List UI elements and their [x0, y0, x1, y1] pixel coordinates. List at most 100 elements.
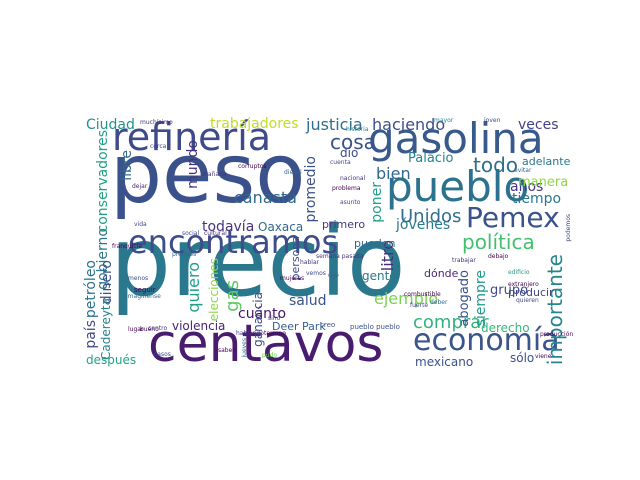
cloud-word: hablar [300, 259, 320, 266]
cloud-word: salud [289, 293, 327, 309]
cloud-word: precio [110, 206, 406, 318]
cloud-word: refinería [112, 115, 272, 159]
cloud-word: premios [172, 251, 197, 258]
cloud-word: terreno [264, 330, 286, 337]
cloud-word: veces [518, 117, 559, 133]
cloud-word: importante [543, 254, 567, 366]
cloud-word: sino [268, 315, 281, 322]
cloud-word: dijo [328, 272, 339, 279]
cloud-word: tiempo [512, 191, 562, 207]
cloud-word: podemos [565, 214, 572, 242]
cloud-word: muchísimo [140, 119, 173, 126]
cloud-word: edificio [508, 269, 530, 276]
cloud-word: mujeres [280, 275, 305, 282]
cloud-word: historia [346, 126, 369, 133]
cloud-word: elecciones [207, 258, 221, 322]
cloud-word: quiero [184, 262, 203, 313]
cloud-word: país [83, 320, 99, 349]
cloud-word: semana pasada [316, 253, 364, 260]
cloud-word: Cadereyta [99, 298, 113, 360]
cloud-word: franquicia [112, 243, 142, 250]
cloud-word: dónde [424, 267, 459, 280]
cloud-word: Oaxaca [258, 220, 304, 234]
cloud-word: pueden [354, 237, 396, 250]
cloud-word: siempre [473, 270, 489, 327]
cloud-word: bien [376, 164, 411, 183]
cloud-word: ejemplo [374, 289, 439, 308]
cloud-word: trabajar [452, 257, 476, 264]
cloud-word: centavos [148, 314, 384, 374]
cloud-word: todo [473, 153, 519, 177]
cloud-word: todavía [202, 219, 255, 235]
cloud-word: peso [110, 127, 306, 222]
cloud-word: social [182, 230, 200, 237]
cloud-word: dejar [132, 183, 148, 190]
cloud-word: corruptos [238, 163, 267, 170]
cloud-word: ganancia [251, 292, 265, 347]
cloud-word: años [510, 179, 544, 195]
cloud-word: menos [128, 275, 149, 282]
cloud-word: pueblo [386, 162, 530, 211]
cloud-word: economía [413, 323, 560, 358]
cloud-word: quieren [516, 297, 539, 304]
cloud-word: jueves [241, 338, 248, 358]
cloud-word: nacional [340, 175, 366, 182]
cloud-word: canasta [234, 188, 297, 207]
cloud-word: adelante [522, 155, 571, 168]
cloud-word: Ciudad [86, 117, 135, 133]
cloud-word: gasolina [368, 114, 544, 163]
cloud-word: sólo [510, 351, 535, 365]
cloud-word: Palacio [408, 151, 454, 166]
cloud-word: haciendo [372, 115, 446, 134]
cloud-word: seguir [134, 286, 156, 294]
cloud-word: primero [322, 218, 366, 231]
cloud-word: vida [134, 221, 147, 228]
cloud-word: pueblo pueblo [350, 323, 400, 331]
cloud-word: gente [362, 269, 397, 283]
cloud-word: producir [508, 286, 554, 299]
cloud-word: cultural [204, 230, 227, 237]
cloud-word: cerca [150, 143, 167, 150]
cloud-word: conservadores [95, 130, 111, 233]
cloud-word: Deer Park [272, 320, 326, 333]
cloud-word: dio [340, 146, 359, 160]
cloud-word: trabajadores [210, 116, 299, 132]
cloud-word: manera [518, 175, 569, 190]
cloud-word: asunto [340, 199, 361, 206]
cloud-word: mayor [434, 117, 454, 124]
cloud-word: casos [154, 351, 171, 358]
cloud-word: poner [369, 182, 385, 223]
cloud-word: fuerte [410, 302, 429, 309]
cloud-word: viene [535, 353, 552, 360]
cloud-word: derecho [481, 321, 530, 335]
cloud-word: encontramos [128, 223, 339, 261]
cloud-word: cuenta [330, 159, 351, 166]
cloud-word: diésel [284, 169, 302, 176]
cloud-word: creo [320, 321, 336, 329]
cloud-word: deber [430, 299, 448, 306]
cloud-word: después [86, 353, 137, 367]
cloud-word: grupo [490, 283, 529, 298]
cloud-word: promedio [303, 156, 319, 223]
cloud-word: violencia [172, 319, 226, 333]
cloud-word: jóvenes [396, 217, 451, 233]
cloud-word: problema [332, 185, 361, 192]
cloud-word: bueno [140, 326, 159, 333]
cloud-word: mañana [202, 171, 227, 178]
cloud-word: cosa [330, 130, 376, 154]
cloud-word: imaginense [126, 293, 161, 300]
cloud-word: producción [540, 331, 574, 338]
cloud-word: pudo [262, 352, 278, 359]
cloud-word: petróleo [83, 260, 99, 319]
cloud-word: vemos [306, 270, 326, 277]
cloud-word: política [462, 230, 535, 254]
cloud-word: libre [119, 150, 135, 181]
cloud-word: lugar [128, 326, 144, 333]
cloud-word: abogado [457, 270, 472, 327]
cloud-word: justicia [306, 115, 363, 134]
cloud-word: Unidos [400, 206, 462, 227]
cloud-word: comprar [413, 312, 489, 333]
cloud-word: combustible [404, 291, 441, 298]
cloud-word: mundo [185, 140, 201, 189]
